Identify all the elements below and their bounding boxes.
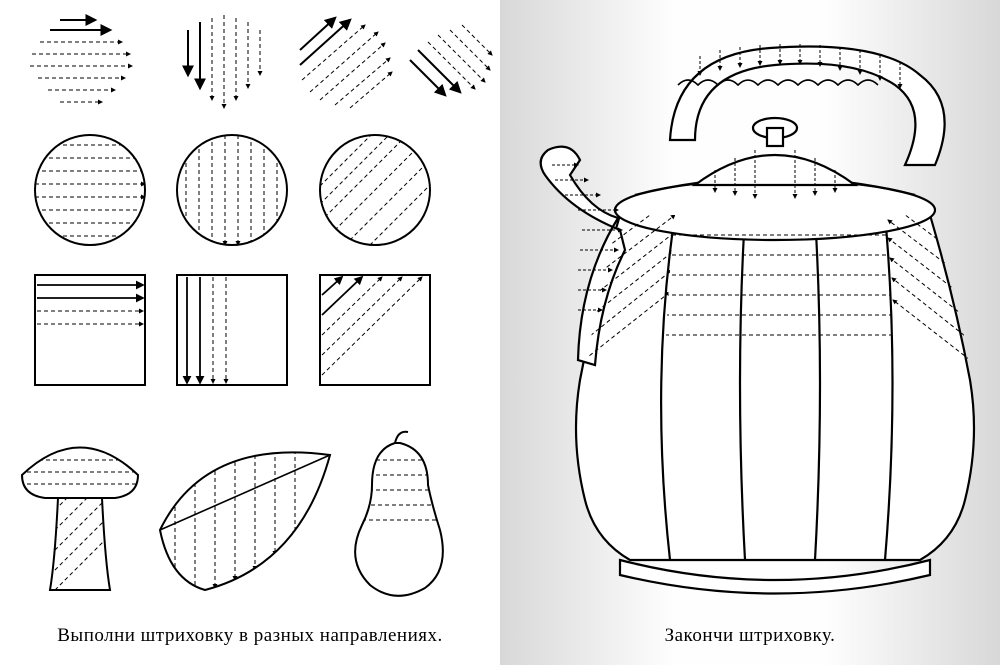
circle-diagonal	[310, 100, 465, 265]
guide-horizontal	[30, 20, 132, 102]
shape-mushroom	[20, 448, 140, 596]
right-worksheet-panel: Закончи штриховку.	[500, 0, 1000, 665]
square-horizontal	[35, 275, 145, 385]
shape-pear	[348, 432, 455, 596]
shape-leaf	[160, 448, 330, 590]
guide-diag-up-right	[300, 18, 392, 108]
teapot	[541, 47, 974, 594]
right-caption: Закончи штриховку.	[500, 625, 1000, 647]
left-worksheet-panel: Выполни штриховку в разных направлениях.	[0, 0, 500, 665]
circle-vertical	[177, 135, 287, 245]
circle-horizontal	[35, 135, 145, 245]
left-diagram-svg	[0, 0, 500, 665]
square-diagonal	[320, 275, 430, 385]
guide-diag-down-right	[410, 25, 492, 95]
left-caption: Выполни штриховку в разных направлениях.	[0, 625, 500, 647]
teapot-svg	[500, 0, 1000, 665]
square-vertical	[177, 275, 287, 385]
guide-vertical	[188, 15, 260, 108]
